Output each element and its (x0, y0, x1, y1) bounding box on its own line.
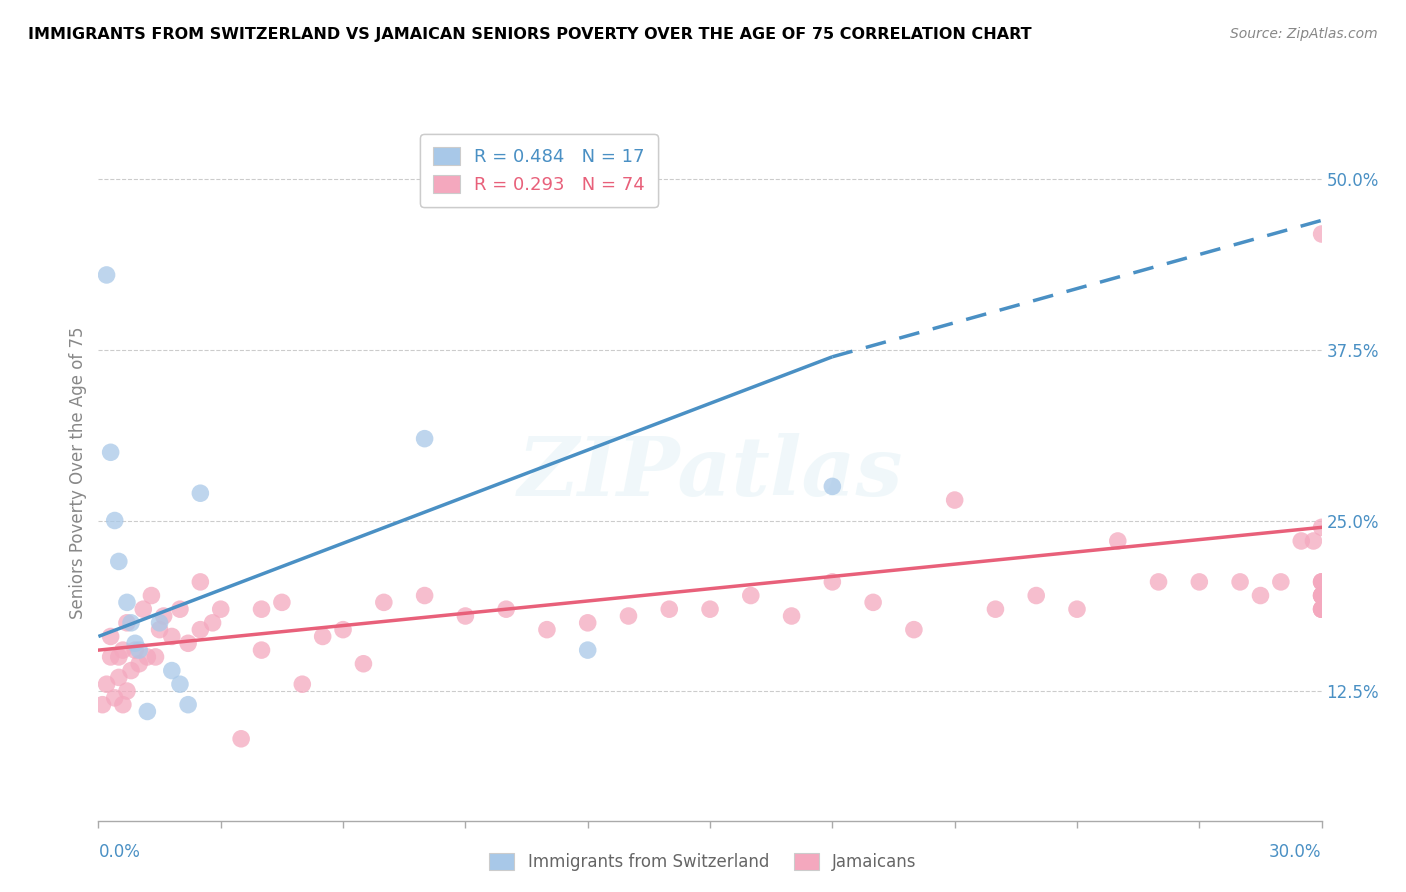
Text: ZIPatlas: ZIPatlas (517, 433, 903, 513)
Point (111, 643, 134, 657)
Point (250, 643, 273, 657)
Point (1066, 602, 1088, 616)
Point (120, 664, 142, 678)
Point (111, 698, 134, 712)
Point (1310, 602, 1333, 616)
Point (821, 479, 844, 493)
Point (128, 657, 150, 671)
Point (231, 731, 253, 746)
Point (141, 589, 163, 603)
Text: Source: ZipAtlas.com: Source: ZipAtlas.com (1230, 27, 1378, 41)
Point (136, 705, 159, 719)
Point (617, 609, 640, 624)
Point (188, 623, 212, 637)
Point (413, 432, 436, 446)
Point (740, 589, 762, 603)
Point (160, 664, 183, 678)
Point (1025, 589, 1047, 603)
Point (188, 574, 212, 589)
Point (145, 649, 167, 664)
Point (100, 630, 122, 644)
Point (373, 595, 395, 609)
Point (1249, 589, 1271, 603)
Point (536, 623, 558, 637)
Point (152, 609, 174, 624)
Point (96, 677, 118, 691)
Point (291, 677, 314, 691)
Point (104, 514, 127, 528)
Point (1310, 227, 1333, 241)
Point (821, 574, 844, 589)
Point (201, 615, 224, 630)
Point (903, 623, 925, 637)
Point (91, 698, 114, 712)
Point (1302, 533, 1324, 548)
Point (1310, 574, 1333, 589)
Point (1188, 574, 1211, 589)
Point (312, 630, 335, 644)
Legend: R = 0.484   N = 17, R = 0.293   N = 74: R = 0.484 N = 17, R = 0.293 N = 74 (420, 134, 658, 207)
Point (124, 636, 146, 650)
Point (1107, 533, 1129, 548)
Point (96, 268, 118, 282)
Point (413, 589, 436, 603)
Point (169, 602, 191, 616)
Point (108, 670, 131, 684)
Point (1310, 520, 1333, 534)
Point (209, 602, 232, 616)
Point (332, 623, 354, 637)
Point (576, 643, 599, 657)
Point (862, 595, 884, 609)
Point (177, 636, 200, 650)
Point (984, 602, 1007, 616)
Text: 30.0%: 30.0% (1270, 843, 1322, 861)
Point (149, 615, 172, 630)
Point (149, 623, 172, 637)
Point (120, 615, 142, 630)
Point (188, 486, 212, 500)
Point (128, 643, 150, 657)
Point (1147, 574, 1170, 589)
Point (124, 643, 146, 657)
Point (250, 602, 273, 616)
Point (658, 602, 681, 616)
Point (1310, 602, 1333, 616)
Point (943, 493, 966, 508)
Point (1310, 574, 1333, 589)
Point (108, 649, 131, 664)
Point (352, 657, 374, 671)
Point (576, 615, 599, 630)
Point (1310, 589, 1333, 603)
Point (115, 684, 138, 698)
Point (454, 609, 477, 624)
Point (699, 602, 721, 616)
Point (1310, 589, 1333, 603)
Point (1310, 574, 1333, 589)
Point (1291, 533, 1313, 548)
Point (115, 615, 138, 630)
Text: 0.0%: 0.0% (98, 843, 141, 861)
Legend: Immigrants from Switzerland, Jamaicans: Immigrants from Switzerland, Jamaicans (481, 845, 925, 880)
Point (160, 630, 183, 644)
Point (100, 445, 122, 459)
Point (169, 677, 191, 691)
Point (495, 602, 517, 616)
Point (1270, 574, 1292, 589)
Point (115, 595, 138, 609)
Point (100, 649, 122, 664)
Text: IMMIGRANTS FROM SWITZERLAND VS JAMAICAN SENIORS POVERTY OVER THE AGE OF 75 CORRE: IMMIGRANTS FROM SWITZERLAND VS JAMAICAN … (28, 27, 1032, 42)
Point (177, 698, 200, 712)
Point (270, 595, 294, 609)
Point (132, 602, 155, 616)
Point (104, 690, 127, 705)
Y-axis label: Seniors Poverty Over the Age of 75: Seniors Poverty Over the Age of 75 (69, 326, 87, 619)
Point (1229, 574, 1251, 589)
Point (1310, 602, 1333, 616)
Point (108, 554, 131, 568)
Point (1310, 589, 1333, 603)
Point (1310, 602, 1333, 616)
Point (780, 609, 803, 624)
Point (1310, 589, 1333, 603)
Point (136, 649, 159, 664)
